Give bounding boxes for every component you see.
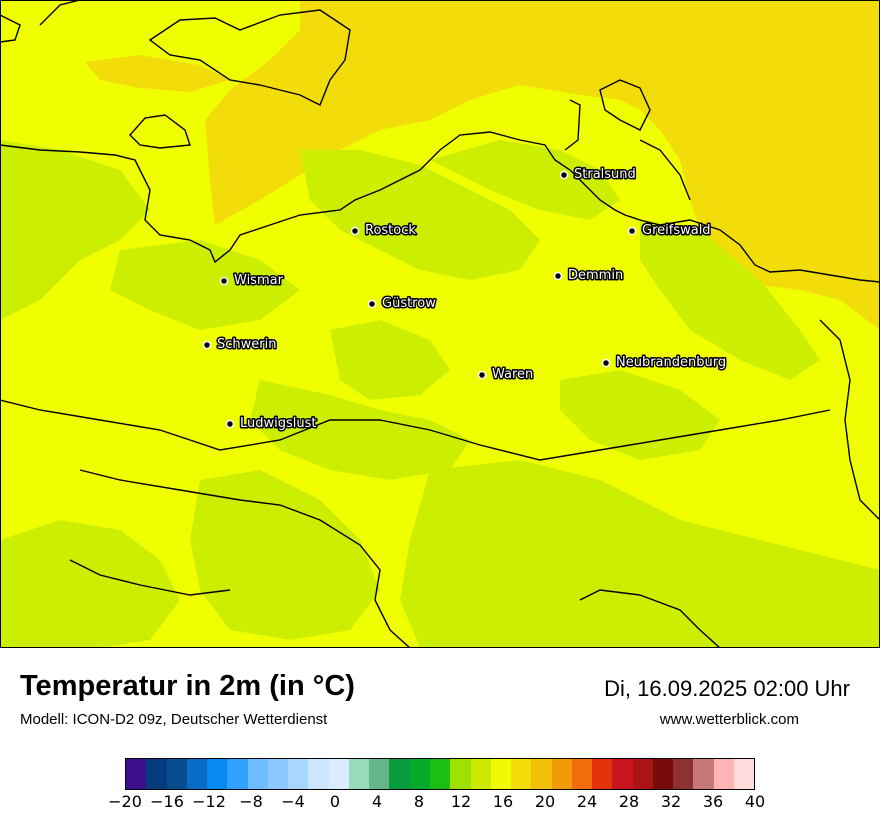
colorbar-tick-label: 28 <box>618 792 640 811</box>
city-label: Stralsund <box>574 167 636 182</box>
city-neubrandenburg: Neubrandenburg <box>601 354 728 372</box>
colorbar-segment <box>470 759 491 789</box>
city-label: Demmin <box>568 268 623 283</box>
city-dot <box>202 340 212 350</box>
colorbar-tick-label: −16 <box>150 792 184 811</box>
city-greifswald: Greifswald <box>627 222 712 240</box>
city-dot <box>601 358 611 368</box>
colorbar-segment <box>429 759 451 789</box>
colorbar-tick-label: −12 <box>192 792 226 811</box>
colorbar-segment <box>389 759 410 789</box>
colorbar-segment <box>409 759 430 789</box>
colorbar-segment <box>146 759 167 789</box>
temperature-map: Stralsund Rostock Greifswald Wismar Demm… <box>0 0 880 648</box>
city-wismar: Wismar <box>219 272 285 290</box>
city-ludwigslust: Ludwigslust <box>225 415 318 433</box>
colorbar-tick-label: 36 <box>702 792 724 811</box>
colorbar-segment <box>551 759 572 789</box>
colorbar-segment <box>612 759 633 789</box>
colorbar-segment <box>490 759 512 789</box>
colorbar-segment <box>571 759 593 789</box>
colorbar-tick-label: 40 <box>744 792 766 811</box>
colorbar-segment <box>450 759 471 789</box>
colorbar-segment <box>227 759 248 789</box>
city-dot <box>367 299 377 309</box>
colorbar-segment <box>673 759 694 789</box>
city-label: Neubrandenburg <box>616 355 726 370</box>
city-label: Rostock <box>365 223 416 238</box>
city-label: Wismar <box>234 273 284 288</box>
colorbar-segment <box>511 759 532 789</box>
colorbar-segment <box>288 759 309 789</box>
city-dot <box>559 170 569 180</box>
colorbar-segment <box>348 759 370 789</box>
warm-zones <box>85 0 880 330</box>
colorbar-tick-label: 24 <box>576 792 598 811</box>
colorbar-segment <box>632 759 653 789</box>
page-title: Temperatur in 2m (in °C) <box>20 670 355 702</box>
city-markers: Stralsund Rostock Greifswald Wismar Demm… <box>202 166 728 433</box>
colorbar-segment <box>652 759 674 789</box>
city-label: Greifswald <box>642 223 711 238</box>
colorbar-tick-label: −8 <box>239 792 263 811</box>
coastlines <box>0 0 880 648</box>
colorbar-segment <box>693 759 714 789</box>
colorbar-tick-label: 4 <box>371 792 383 811</box>
colorbar-segment <box>328 759 349 789</box>
colorbar-segment <box>126 759 147 789</box>
colorbar-ticks: −20 −16 −12 −8 −4 0 4 8 12 16 20 24 28 32 36 40 <box>0 792 880 822</box>
model-subtitle: Modell: ICON-D2 09z, Deutscher Wetterdie… <box>20 711 328 728</box>
city-dot <box>225 419 235 429</box>
colorbar-segment <box>713 759 734 789</box>
city-demmin: Demmin <box>553 267 625 285</box>
footer: Temperatur in 2m (in °C) Modell: ICON-D2… <box>0 648 880 830</box>
colorbar-tick-label: 16 <box>492 792 514 811</box>
colorbar-tick-label: 0 <box>329 792 341 811</box>
city-label: Schwerin <box>217 337 276 352</box>
cool-zones <box>0 140 880 648</box>
city-label: Güstrow <box>382 296 436 311</box>
colorbar-tick-label: 8 <box>413 792 425 811</box>
colorbar-segment <box>247 759 268 789</box>
colorbar-segment <box>733 759 755 789</box>
colorbar-segment <box>207 759 228 789</box>
temperature-colorbar <box>125 758 755 790</box>
website-label: www.wetterblick.com <box>659 711 799 728</box>
city-dot <box>219 276 229 286</box>
city-label: Waren <box>492 367 533 382</box>
city-schwerin: Schwerin <box>202 336 278 354</box>
colorbar-segment <box>592 759 613 789</box>
city-dot <box>477 370 487 380</box>
city-stralsund: Stralsund <box>559 166 637 184</box>
colorbar-segment <box>531 759 552 789</box>
city-rostock: Rostock <box>350 222 418 240</box>
colorbar-tick-label: 32 <box>660 792 682 811</box>
city-label: Ludwigslust <box>240 416 317 431</box>
city-dot <box>350 226 360 236</box>
colorbar-tick-label: −4 <box>281 792 305 811</box>
colorbar-tick-label: −20 <box>108 792 142 811</box>
city-waren: Waren <box>477 366 535 384</box>
colorbar-tick-label: 20 <box>534 792 556 811</box>
colorbar-segment <box>166 759 187 789</box>
colorbar-segment <box>267 759 289 789</box>
colorbar-segment <box>186 759 208 789</box>
colorbar-segment <box>308 759 329 789</box>
city-guestrow: Güstrow <box>367 295 438 313</box>
city-dot <box>553 271 563 281</box>
forecast-datetime: Di, 16.09.2025 02:00 Uhr <box>604 676 850 701</box>
colorbar-segment <box>369 759 390 789</box>
colorbar-tick-label: 12 <box>450 792 472 811</box>
city-dot <box>627 226 637 236</box>
